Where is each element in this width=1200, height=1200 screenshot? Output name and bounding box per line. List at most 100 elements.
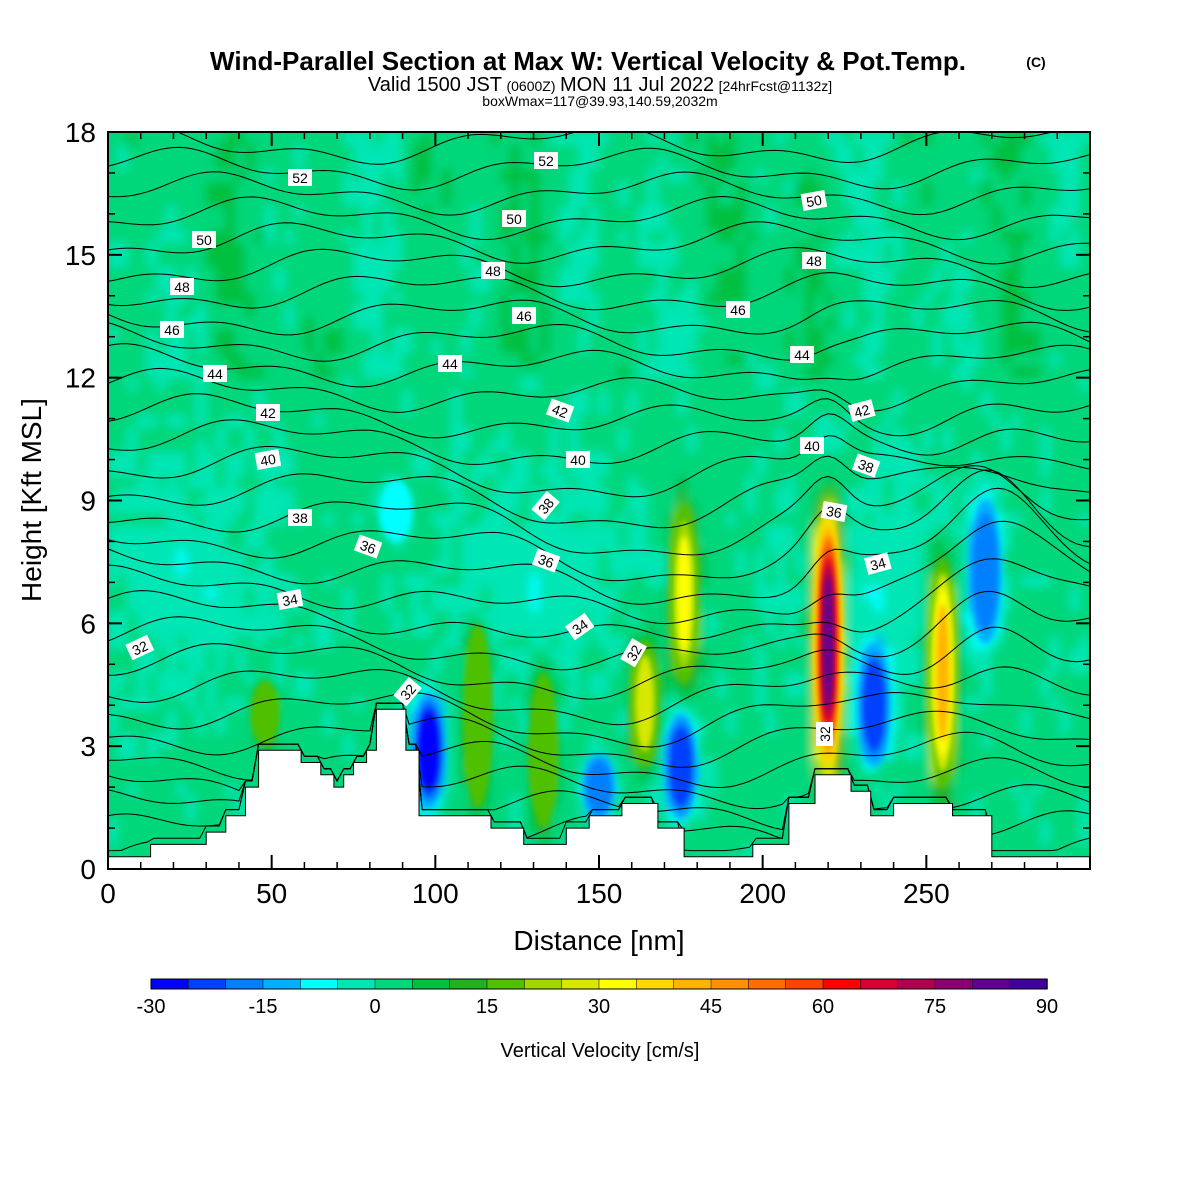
- velocity-cell: [421, 450, 433, 465]
- velocity-cell: [333, 401, 345, 416]
- velocity-cell: [765, 414, 777, 428]
- velocity-cell: [225, 512, 237, 526]
- velocity-cell: [156, 132, 168, 145]
- velocity-cell: [834, 450, 845, 465]
- velocity-cell: [785, 573, 796, 587]
- velocity-cell: [431, 266, 443, 280]
- velocity-cell: [686, 696, 698, 710]
- velocity-cell: [353, 561, 364, 575]
- velocity-cell: [902, 733, 914, 747]
- velocity-cell: [647, 622, 659, 637]
- velocity-cell: [441, 291, 453, 305]
- velocity-cell: [215, 377, 227, 391]
- velocity-cell: [716, 708, 728, 723]
- velocity-cell: [284, 573, 296, 587]
- velocity-cell: [853, 156, 865, 170]
- velocity-cell: [677, 377, 688, 391]
- velocity-cell: [912, 328, 924, 342]
- velocity-cell: [411, 512, 423, 526]
- velocity-cell: [726, 549, 737, 563]
- velocity-cell: [313, 254, 325, 268]
- velocity-cell: [294, 733, 305, 747]
- velocity-cell: [274, 610, 286, 624]
- velocity-cell: [343, 573, 354, 587]
- velocity-cell: [136, 414, 148, 428]
- velocity-cell: [402, 598, 413, 612]
- velocity-cell: [431, 401, 443, 416]
- velocity-cell: [834, 315, 845, 330]
- velocity-cell: [254, 229, 266, 244]
- velocity-cell: [775, 585, 787, 600]
- velocity-cell: [510, 180, 521, 194]
- velocity-cell: [205, 770, 217, 784]
- velocity-cell: [716, 132, 728, 145]
- velocity-cell: [392, 622, 404, 637]
- velocity-cell: [814, 512, 826, 526]
- velocity-cell: [470, 807, 482, 821]
- velocity-cell: [461, 180, 472, 194]
- velocity-cell: [863, 635, 875, 649]
- velocity-cell: [215, 549, 227, 563]
- velocity-cell: [726, 524, 737, 538]
- velocity-cell: [235, 635, 246, 649]
- velocity-cell: [117, 389, 129, 403]
- velocity-cell: [195, 192, 207, 207]
- velocity-cell: [254, 647, 266, 661]
- velocity-cell: [186, 782, 197, 796]
- velocity-cell: [893, 438, 904, 452]
- velocity-cell: [912, 659, 924, 673]
- velocity-cell: [814, 377, 826, 391]
- velocity-cell: [549, 635, 561, 649]
- velocity-cell: [176, 757, 188, 772]
- velocity-cell: [451, 340, 463, 354]
- velocity-cell: [559, 536, 571, 551]
- velocity-cell: [716, 487, 728, 501]
- velocity-cell: [254, 217, 266, 231]
- velocity-cell: [500, 757, 512, 772]
- velocity-cell: [510, 438, 521, 452]
- velocity-cell: [411, 328, 423, 342]
- velocity-cell: [844, 414, 855, 428]
- velocity-cell: [804, 512, 816, 526]
- velocity-cell: [127, 782, 138, 796]
- velocity-cell: [127, 450, 138, 465]
- velocity-cell: [411, 598, 423, 612]
- velocity-cell: [902, 143, 914, 158]
- velocity-cell: [765, 340, 777, 354]
- velocity-cell: [127, 352, 138, 366]
- velocity-cell: [264, 303, 276, 317]
- velocity-cell: [156, 180, 168, 194]
- velocity-cell: [677, 180, 688, 194]
- velocity-cell: [598, 475, 610, 489]
- velocity-cell: [529, 487, 541, 501]
- velocity-cell: [461, 401, 472, 416]
- velocity-cell: [353, 463, 364, 477]
- velocity-cell: [205, 438, 217, 452]
- velocity-cell: [146, 782, 158, 796]
- velocity-cell: [372, 401, 384, 416]
- velocity-cell: [893, 450, 904, 465]
- velocity-cell: [627, 573, 639, 587]
- velocity-cell: [873, 143, 885, 158]
- velocity-cell: [745, 635, 757, 649]
- velocity-cell: [313, 487, 325, 501]
- velocity-cell: [510, 721, 521, 735]
- velocity-cell: [333, 143, 345, 158]
- velocity-cell: [647, 254, 659, 268]
- velocity-cell: [451, 585, 463, 600]
- velocity-cell: [480, 475, 492, 489]
- velocity-cell: [726, 156, 737, 170]
- velocity-cell: [863, 266, 875, 280]
- velocity-cell: [333, 635, 345, 649]
- velocity-cell: [294, 450, 305, 465]
- velocity-cell: [745, 315, 757, 330]
- velocity-cell: [863, 414, 875, 428]
- velocity-cell: [235, 217, 246, 231]
- velocity-cell: [765, 132, 777, 145]
- velocity-cell: [706, 524, 718, 538]
- velocity-cell: [765, 561, 777, 575]
- velocity-cell: [912, 377, 924, 391]
- velocity-cell: [195, 622, 207, 637]
- velocity-cell: [588, 414, 600, 428]
- velocity-cell: [480, 192, 492, 207]
